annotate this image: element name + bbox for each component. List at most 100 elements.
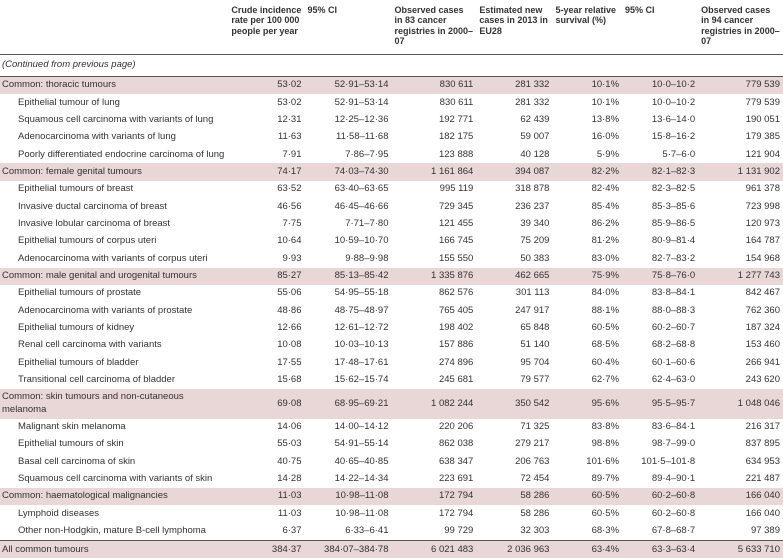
row-label: Epithelial tumours of prostate <box>0 285 228 302</box>
table-row: Common: skin tumours and non-cutaneous m… <box>0 389 783 419</box>
row-value: 14·00–14·12 <box>305 419 392 436</box>
row-value: 11·03 <box>228 488 304 505</box>
row-value: 166 745 <box>392 233 477 250</box>
table-row: Epithelial tumours of kidney12·6612·61–1… <box>0 320 783 337</box>
row-value: 266 941 <box>698 354 783 371</box>
row-value: 82·3–82·5 <box>622 181 698 198</box>
row-value: 187 324 <box>698 320 783 337</box>
table-row: Basal cell carcinoma of skin40·7540·65–4… <box>0 453 783 470</box>
row-value: 40·75 <box>228 453 304 470</box>
row-value: 281 332 <box>476 94 552 111</box>
row-value: 198 402 <box>392 320 477 337</box>
row-value: 223 691 <box>392 471 477 488</box>
row-value: 53·02 <box>228 76 304 94</box>
row-value: 85·4% <box>552 198 622 215</box>
row-value: 65 848 <box>476 320 552 337</box>
table-row: Invasive ductal carcinoma of breast46·56… <box>0 198 783 215</box>
row-value: 48·75–48·97 <box>305 302 392 319</box>
row-value: 60·4% <box>552 354 622 371</box>
row-value: 12·25–12·36 <box>305 111 392 128</box>
row-label: Squamous cell carcinoma with variants of… <box>0 471 228 488</box>
row-value: 121 455 <box>392 215 477 232</box>
row-value: 9·88–9·98 <box>305 250 392 267</box>
row-value: 63·4% <box>552 541 622 558</box>
table-row: Adenocarcinoma with variants of prostate… <box>0 302 783 319</box>
table-row: Adenocarcinoma with variants of lung11·6… <box>0 129 783 146</box>
table-row: Common: female genital tumours74·1774·03… <box>0 163 783 180</box>
continued-row: (Continued from previous page) <box>0 55 783 76</box>
row-value: 95·6% <box>552 389 622 419</box>
row-value: 60·2–60·7 <box>622 320 698 337</box>
row-value: 75·9% <box>552 268 622 285</box>
row-value: 221 487 <box>698 471 783 488</box>
row-value: 318 878 <box>476 181 552 198</box>
row-value: 69·08 <box>228 389 304 419</box>
row-value: 1 335 876 <box>392 268 477 285</box>
row-value: 164 787 <box>698 233 783 250</box>
row-value: 995 119 <box>392 181 477 198</box>
row-value: 54·91–55·14 <box>305 436 392 453</box>
table-row: Epithelial tumours of prostate55·0654·95… <box>0 285 783 302</box>
row-value: 62·4–63·0 <box>622 372 698 389</box>
row-value: 10·98–11·08 <box>305 488 392 505</box>
table-row: Epithelial tumours of skin55·0354·91–55·… <box>0 436 783 453</box>
row-value: 68·3% <box>552 523 622 541</box>
row-label: Epithelial tumours of kidney <box>0 320 228 337</box>
row-value: 1 131 902 <box>698 163 783 180</box>
row-value: 762 360 <box>698 302 783 319</box>
row-value: 10·64 <box>228 233 304 250</box>
row-value: 236 237 <box>476 198 552 215</box>
row-value: 1 048 046 <box>698 389 783 419</box>
row-value: 729 345 <box>392 198 477 215</box>
row-value: 46·56 <box>228 198 304 215</box>
row-value: 82·4% <box>552 181 622 198</box>
row-value: 192 771 <box>392 111 477 128</box>
table-row: All common tumours384·37384·07–384·786 0… <box>0 541 783 558</box>
table-body: (Continued from previous page)Common: th… <box>0 55 783 558</box>
table-row: Lymphoid diseases11·0310·98–11·08172 794… <box>0 505 783 522</box>
row-label: Adenocarcinoma with variants of corpus u… <box>0 250 228 267</box>
row-value: 10·98–11·08 <box>305 505 392 522</box>
row-value: 172 794 <box>392 488 477 505</box>
row-label: Epithelial tumour of lung <box>0 94 228 111</box>
row-value: 190 051 <box>698 111 783 128</box>
table-row: Invasive lobular carcinoma of breast7·75… <box>0 215 783 232</box>
table-row: Malignant skin melanoma14·0614·00–14·122… <box>0 419 783 436</box>
row-label: Common: female genital tumours <box>0 163 228 180</box>
row-value: 5 633 710 <box>698 541 783 558</box>
cancer-stats-table: Crude incidence rate per 100 000 people … <box>0 0 783 558</box>
continued-label: (Continued from previous page) <box>0 55 783 76</box>
row-value: 10·03–10·13 <box>305 337 392 354</box>
row-value: 10·0–10·2 <box>622 94 698 111</box>
row-value: 13·6–14·0 <box>622 111 698 128</box>
col-obs94: Observed cases in 94 cancer registries i… <box>698 0 783 55</box>
row-label: Malignant skin melanoma <box>0 419 228 436</box>
row-value: 80·9–81·4 <box>622 233 698 250</box>
row-label: Epithelial tumours of skin <box>0 436 228 453</box>
row-value: 274 896 <box>392 354 477 371</box>
row-value: 384·37 <box>228 541 304 558</box>
table-row: Renal cell carcinoma with variants10·081… <box>0 337 783 354</box>
row-value: 384·07–384·78 <box>305 541 392 558</box>
row-value: 765 405 <box>392 302 477 319</box>
col-obs83: Observed cases in 83 cancer registries i… <box>392 0 477 55</box>
table-row: Epithelial tumours of breast63·5263·40–6… <box>0 181 783 198</box>
row-value: 12·66 <box>228 320 304 337</box>
col-est: Estimated new cases in 2013 in EU28 <box>476 0 552 55</box>
row-value: 220 206 <box>392 419 477 436</box>
col-surv: 5-year relative survival (%) <box>552 0 622 55</box>
row-value: 10·08 <box>228 337 304 354</box>
row-value: 862 576 <box>392 285 477 302</box>
row-value: 12·31 <box>228 111 304 128</box>
row-value: 60·5% <box>552 320 622 337</box>
row-value: 12·61–12·72 <box>305 320 392 337</box>
row-value: 39 340 <box>476 215 552 232</box>
row-value: 79 577 <box>476 372 552 389</box>
row-value: 157 886 <box>392 337 477 354</box>
row-value: 779 539 <box>698 94 783 111</box>
row-value: 72 454 <box>476 471 552 488</box>
row-value: 95 704 <box>476 354 552 371</box>
row-value: 123 888 <box>392 146 477 163</box>
row-value: 54·95–55·18 <box>305 285 392 302</box>
row-value: 58 286 <box>476 505 552 522</box>
